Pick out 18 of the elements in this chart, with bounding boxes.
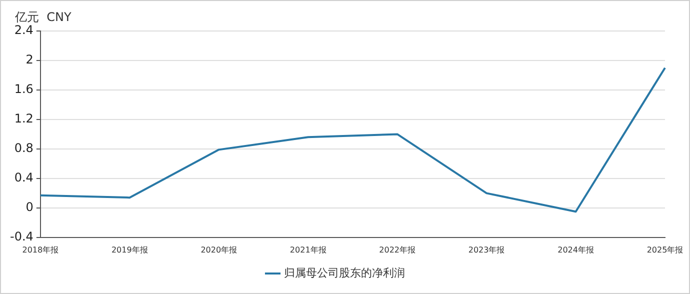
y-tick-label: 1.2 bbox=[14, 112, 34, 126]
x-tick-label: 2018年报 bbox=[22, 245, 59, 254]
y-axis-title: 亿元 CNY bbox=[14, 10, 72, 24]
x-tick-label: 2019年报 bbox=[111, 245, 148, 254]
y-tick-label: 0.4 bbox=[14, 170, 34, 185]
y-tick-label: 0.8 bbox=[14, 141, 34, 156]
x-tick-label: 2020年报 bbox=[200, 245, 238, 254]
legend-label: 归属母公司股东的净利润 bbox=[284, 266, 405, 280]
y-tick-label: 2.4 bbox=[14, 23, 34, 38]
x-tick-label: 2022年报 bbox=[379, 245, 416, 254]
y-tick-label: 1.6 bbox=[14, 82, 34, 96]
x-tick-label: 2023年报 bbox=[468, 245, 505, 254]
x-tick-label: 2024年报 bbox=[558, 245, 594, 254]
y-tick-label: 0 bbox=[26, 200, 34, 214]
y-tick-label: -0.4 bbox=[10, 230, 34, 244]
y-tick-label: 2 bbox=[26, 52, 34, 67]
x-tick-label: 2021年报 bbox=[290, 245, 326, 254]
x-tick-label: 2025年报 bbox=[646, 245, 684, 254]
